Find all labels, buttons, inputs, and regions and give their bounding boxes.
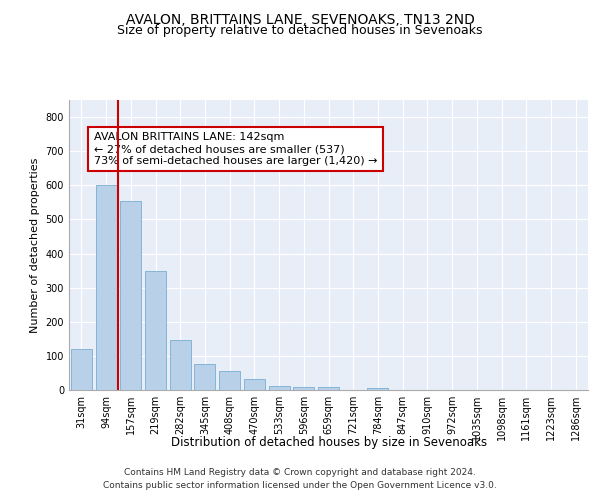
Y-axis label: Number of detached properties: Number of detached properties <box>30 158 40 332</box>
Text: Distribution of detached houses by size in Sevenoaks: Distribution of detached houses by size … <box>171 436 487 449</box>
Bar <box>367 388 388 390</box>
Bar <box>219 371 240 390</box>
Bar <box>269 386 290 390</box>
Bar <box>170 340 191 390</box>
Bar <box>145 272 166 390</box>
Bar <box>120 200 141 390</box>
Bar <box>244 378 265 390</box>
Bar <box>71 349 92 390</box>
Bar <box>194 364 215 390</box>
Text: AVALON, BRITTAINS LANE, SEVENOAKS, TN13 2ND: AVALON, BRITTAINS LANE, SEVENOAKS, TN13 … <box>125 12 475 26</box>
Bar <box>318 386 339 390</box>
Text: Size of property relative to detached houses in Sevenoaks: Size of property relative to detached ho… <box>117 24 483 37</box>
Bar <box>95 186 116 390</box>
Text: AVALON BRITTAINS LANE: 142sqm
← 27% of detached houses are smaller (537)
73% of : AVALON BRITTAINS LANE: 142sqm ← 27% of d… <box>94 132 377 166</box>
Text: Contains public sector information licensed under the Open Government Licence v3: Contains public sector information licen… <box>103 482 497 490</box>
Text: Contains HM Land Registry data © Crown copyright and database right 2024.: Contains HM Land Registry data © Crown c… <box>124 468 476 477</box>
Bar <box>293 386 314 390</box>
